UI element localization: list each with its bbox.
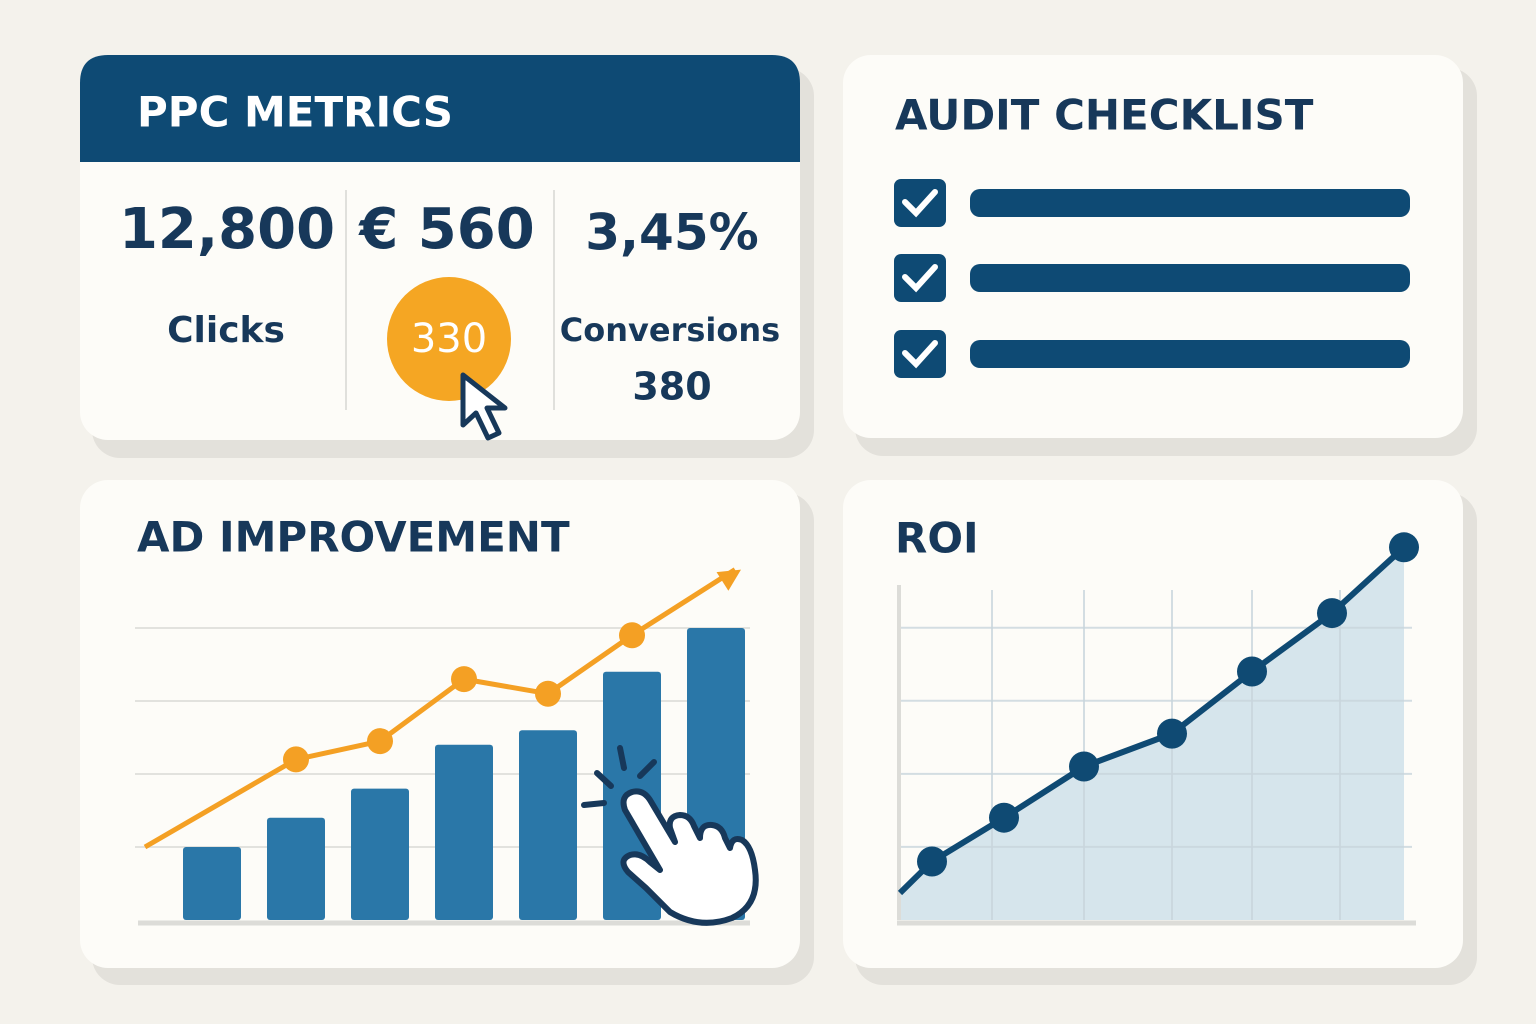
roi-point <box>1157 718 1187 749</box>
metrics-header <box>80 55 800 162</box>
metric-label: Clicks <box>167 310 285 351</box>
checklist-bar <box>970 340 1410 368</box>
trend-point <box>451 666 477 693</box>
badge[interactable] <box>387 277 511 401</box>
checkbox[interactable] <box>894 330 946 378</box>
checkbox[interactable] <box>894 254 946 302</box>
area-fill <box>900 547 1404 920</box>
bar <box>519 730 577 920</box>
roi-point <box>989 802 1019 833</box>
check-mark <box>902 264 938 293</box>
hand-icon <box>581 745 759 926</box>
checkbox[interactable] <box>894 179 946 227</box>
roi-point <box>917 846 947 877</box>
trend-point <box>619 622 645 649</box>
hand-shape <box>620 788 759 926</box>
checklist-title: AUDIT CHECKLIST <box>895 91 1314 140</box>
checklist-bar <box>970 189 1410 217</box>
chart-title: ROI <box>895 514 979 563</box>
bar <box>351 788 409 920</box>
checklist-items <box>894 179 1410 378</box>
check-mark <box>902 189 938 218</box>
roi-point <box>1317 598 1347 629</box>
arrow-head <box>716 569 741 591</box>
checklist-bar <box>970 264 1410 292</box>
metric-sub: 380 <box>632 365 711 409</box>
bar <box>183 847 241 920</box>
chart-title: AD IMPROVEMENT <box>137 513 570 562</box>
metrics-title: PPC METRICS <box>137 88 453 137</box>
roi-chart <box>897 532 1419 926</box>
metric-value: € 560 <box>357 197 534 262</box>
metric-value: 3,45% <box>585 204 758 262</box>
trend-point <box>535 680 561 707</box>
roi-point <box>1069 751 1099 782</box>
metric-value: 12,800 <box>119 197 335 262</box>
metric-label: Conversions <box>560 311 780 349</box>
trend-point <box>283 746 309 773</box>
badge-value: 330 <box>411 316 487 362</box>
check-mark <box>902 340 938 369</box>
cursor-icon <box>460 372 508 441</box>
bar <box>435 744 493 920</box>
bar <box>267 817 325 920</box>
roi-point <box>1389 532 1419 563</box>
roi-point <box>1237 656 1267 687</box>
trend-point <box>367 728 393 755</box>
click-rays <box>581 745 657 808</box>
